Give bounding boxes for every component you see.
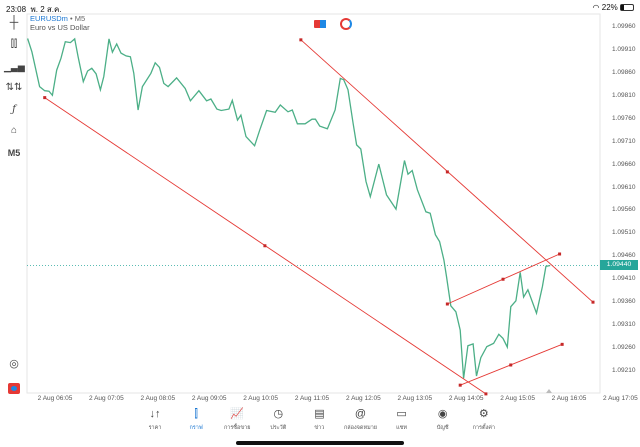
- time-tick-label: 2 Aug 17:05: [603, 395, 638, 402]
- trend-line-handle[interactable]: [484, 392, 488, 396]
- function-icon[interactable]: ƒ: [12, 104, 16, 115]
- price-tick-label: 1.09710: [612, 137, 636, 145]
- current-price-label: 1.09440: [600, 260, 638, 271]
- date: พ. 2 ส.ค.: [30, 5, 62, 14]
- history-icon: ◷: [273, 408, 284, 420]
- nav-tab-label: การซื้อขาย: [223, 425, 251, 431]
- time-tick-label: 2 Aug 13:05: [397, 395, 433, 402]
- time-tick-label: 2 Aug 08:05: [140, 395, 176, 402]
- objects-icon[interactable]: ⇅⇅: [5, 82, 23, 93]
- trend-line-handle[interactable]: [445, 170, 449, 174]
- quotes-icon: ↓↑: [149, 408, 161, 420]
- indicators-icon[interactable]: ▁▃▅: [4, 62, 25, 72]
- price-tick-label: 1.09560: [612, 206, 636, 214]
- status-right: ◠ 22%: [593, 3, 634, 12]
- price-tick-label: 1.09410: [612, 275, 636, 283]
- price-tick-label: 1.09860: [612, 68, 636, 76]
- time-tick-label: 2 Aug 14:05: [448, 395, 484, 402]
- shapes-icon[interactable]: ⌂: [10, 125, 18, 136]
- chart-icon: ⫿: [194, 408, 198, 420]
- price-tick-label: 1.09660: [612, 160, 636, 168]
- symbol-description: Euro vs US Dollar: [30, 23, 90, 32]
- battery-icon: [620, 4, 634, 12]
- nav-tab-chart[interactable]: ⫿ กราฟ: [176, 407, 216, 432]
- time-tick-label: 2 Aug 11:05: [294, 395, 330, 402]
- status-time: 23:08 พ. 2 ส.ค.: [6, 3, 62, 16]
- nav-tab-trade[interactable]: 📈 การซื้อขาย: [217, 407, 257, 432]
- price-tick-label: 1.09260: [612, 344, 636, 352]
- battery-percent: 22%: [601, 3, 618, 12]
- chart-frame: [26, 13, 601, 394]
- time-tick-label: 2 Aug 07:05: [89, 395, 124, 402]
- settings-icon: ⚙: [478, 408, 489, 420]
- timeframe-button[interactable]: M5: [7, 148, 21, 158]
- trend-line-handle[interactable]: [560, 342, 564, 346]
- price-tick-label: 1.09510: [612, 229, 636, 237]
- trend-line-handle[interactable]: [43, 96, 47, 100]
- symbol-name: EURUSDm: [30, 14, 68, 23]
- wifi-icon: ◠: [592, 3, 600, 12]
- signals-chat-icon[interactable]: ◎: [9, 358, 19, 370]
- nav-tab-quotes[interactable]: ↓↑ ราคา: [135, 407, 175, 432]
- nav-tab-label: กราฟ: [189, 425, 203, 431]
- trend-line-handle[interactable]: [501, 277, 505, 281]
- price-tick-label: 1.09310: [612, 321, 636, 329]
- trade-panel-icon[interactable]: [340, 18, 352, 30]
- one-click-trading-icon[interactable]: [314, 20, 326, 28]
- nav-tab-label: ราคา: [148, 425, 162, 431]
- nav-tab-label: แชท: [396, 425, 408, 431]
- price-tick-label: 1.09810: [612, 91, 636, 99]
- nav-tab-label: กล่องจดหมาย: [343, 425, 378, 431]
- separator: •: [70, 14, 73, 23]
- price-tick-label: 1.09460: [612, 252, 636, 260]
- price-tick-label: 1.09960: [612, 23, 636, 30]
- time-tick-label: 2 Aug 15:05: [500, 395, 535, 402]
- trend-line-handle[interactable]: [558, 252, 562, 256]
- crosshair-icon[interactable]: ┼: [9, 15, 19, 29]
- home-indicator[interactable]: [236, 441, 404, 445]
- time-tick-label: 2 Aug 09:05: [191, 395, 227, 402]
- nav-tab-label: บัญชี: [436, 425, 449, 431]
- nav-tab-chat[interactable]: ▭ แชท: [382, 407, 422, 432]
- time-tick-label: 2 Aug 16:05: [551, 395, 587, 402]
- metatrader-logo-icon[interactable]: [8, 383, 20, 394]
- time-tick-label: 2 Aug 12:05: [346, 395, 381, 402]
- timeframe-label: M5: [74, 14, 86, 23]
- account-icon: ◉: [437, 408, 448, 420]
- nav-tab-settings[interactable]: ⚙ การตั้งค่า: [464, 407, 504, 432]
- trade-icon: 📈: [230, 408, 245, 420]
- price-tick-label: 1.09610: [612, 183, 636, 191]
- symbol-title[interactable]: EURUSDm • M5: [30, 14, 85, 23]
- time-tick-label: 2 Aug 06:05: [37, 395, 73, 402]
- time-tick-label: 2 Aug 10:05: [243, 395, 278, 402]
- trend-line-handle[interactable]: [591, 300, 595, 304]
- nav-tab-mailbox[interactable]: @ กล่องจดหมาย: [341, 407, 381, 432]
- nav-tab-label: การตั้งค่า: [472, 425, 495, 431]
- price-tick-label: 1.09360: [612, 298, 636, 306]
- price-tick-label: 1.09210: [612, 366, 636, 374]
- trend-line-handle[interactable]: [299, 38, 303, 42]
- mailbox-icon: @: [354, 408, 367, 420]
- clock: 23:08: [6, 5, 27, 14]
- trend-line-handle[interactable]: [509, 363, 513, 367]
- nav-tab-news[interactable]: ▤ ข่าว: [299, 407, 339, 432]
- trend-line-handle[interactable]: [445, 302, 449, 306]
- trend-line-handle[interactable]: [263, 244, 267, 248]
- news-icon: ▤: [314, 408, 325, 420]
- nav-tab-label: ข่าว: [314, 425, 325, 431]
- trend-line-handle[interactable]: [458, 383, 462, 387]
- price-tick-label: 1.09910: [612, 45, 636, 53]
- chat-icon: ▭: [396, 408, 407, 420]
- price-line: [26, 37, 551, 379]
- nav-tab-account[interactable]: ◉ บัญชี: [423, 407, 463, 432]
- price-tick-label: 1.09760: [612, 114, 636, 122]
- current-time-marker: [546, 389, 552, 393]
- chart-type-icon[interactable]: ⫿⫿: [10, 39, 18, 50]
- nav-tab-label: ประวัติ: [270, 425, 287, 431]
- nav-tab-history[interactable]: ◷ ประวัติ: [258, 407, 298, 432]
